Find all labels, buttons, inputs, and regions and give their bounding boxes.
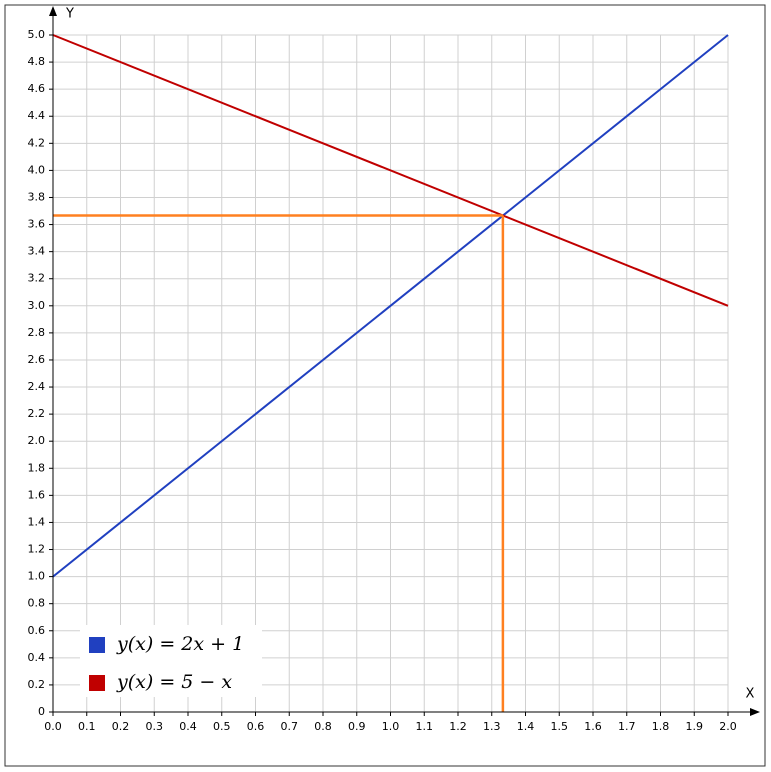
- x-tick-label: 1.0: [382, 720, 400, 733]
- y-tick-label: 3.8: [28, 190, 46, 203]
- y-tick-label: 0.2: [28, 678, 46, 691]
- y-tick-label: 0.4: [28, 651, 46, 664]
- y-tick-label: 2.8: [28, 326, 46, 339]
- y-tick-label: 2.4: [28, 380, 46, 393]
- legend-box: [80, 625, 262, 697]
- series-line: [52, 34, 729, 307]
- grid: [52, 34, 729, 713]
- y-tick-label: 3.6: [28, 218, 46, 231]
- y-tick-label: 4.8: [28, 55, 46, 68]
- y-arrow: [49, 6, 57, 16]
- y-tick-label: 2.0: [28, 434, 46, 447]
- x-tick-label: 1.7: [618, 720, 636, 733]
- y-tick-label: 5.0: [28, 28, 46, 41]
- y-tick-label: 3.0: [28, 299, 46, 312]
- x-tick-label: 0.3: [146, 720, 164, 733]
- x-tick-label: 0.7: [281, 720, 299, 733]
- y-tick-label: 4.6: [28, 82, 46, 95]
- y-tick-label: 1.4: [28, 515, 46, 528]
- x-tick-label: 0.2: [112, 720, 130, 733]
- x-tick-label: 0.0: [44, 720, 62, 733]
- y-tick-label: 2.2: [28, 407, 46, 420]
- y-tick-label: 4.2: [28, 136, 46, 149]
- x-axis-label: X: [746, 687, 755, 702]
- x-tick-label: 1.4: [517, 720, 535, 733]
- x-tick-label: 0.1: [78, 720, 96, 733]
- x-tick-label: 1.5: [551, 720, 569, 733]
- y-tick-label: 4.4: [28, 109, 46, 122]
- x-tick-label: 1.8: [652, 720, 670, 733]
- y-tick-label: 3.2: [28, 272, 46, 285]
- legend: y(x) = 2x + 1 y(x) = 5 − x: [80, 625, 262, 697]
- x-arrow: [750, 708, 760, 716]
- x-tick-label: 0.9: [348, 720, 366, 733]
- legend-label: y(x) = 2x + 1: [116, 633, 244, 655]
- legend-swatch: [89, 675, 105, 691]
- legend-swatch: [89, 637, 105, 653]
- y-tick-label: 1.2: [28, 543, 46, 556]
- x-tick-label: 0.5: [213, 720, 231, 733]
- x-tick-label: 1.1: [416, 720, 434, 733]
- y-tick-label: 3.4: [28, 245, 46, 258]
- x-tick-label: 1.3: [483, 720, 501, 733]
- x-tick-label: 0.4: [179, 720, 197, 733]
- series-line: [52, 34, 729, 578]
- plot: [52, 34, 729, 712]
- x-tick-label: 1.9: [686, 720, 704, 733]
- x-tick-label: 2.0: [719, 720, 737, 733]
- y-tick-label: 1.0: [28, 570, 46, 583]
- y-axis-label: Y: [65, 7, 74, 22]
- legend-label: y(x) = 5 − x: [116, 671, 232, 693]
- x-tick-label: 0.8: [314, 720, 332, 733]
- y-tick-label: 0.8: [28, 597, 46, 610]
- y-tick-label: 4.0: [28, 163, 46, 176]
- y-tick-label: 0: [38, 705, 45, 718]
- x-tick-label: 0.6: [247, 720, 265, 733]
- x-tick-label: 1.6: [584, 720, 602, 733]
- x-tick-label: 1.2: [449, 720, 467, 733]
- y-tick-label: 0.6: [28, 624, 46, 637]
- y-tick-label: 1.6: [28, 488, 46, 501]
- y-tick-label: 1.8: [28, 461, 46, 474]
- y-tick-label: 2.6: [28, 353, 46, 366]
- axes: Y X 0.0 0.1 0.2 0.3 0.4 0.5 0.6 0.7 0.8 0.9 1.0 1.1…: [28, 6, 760, 733]
